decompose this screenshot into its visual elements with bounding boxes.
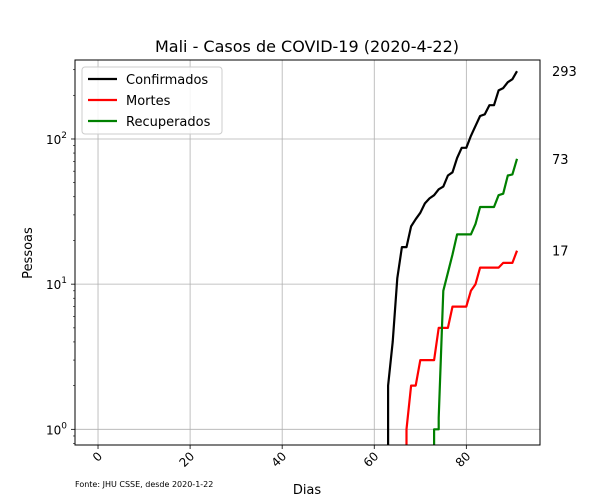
final-value-label: 293 <box>552 65 577 80</box>
y-tick-label: 102 <box>46 131 67 147</box>
y-axis-label: Pessoas <box>21 227 36 279</box>
legend-box <box>81 66 223 135</box>
legend: Confirmados Mortes Recuperados <box>81 66 223 135</box>
final-value-label: 17 <box>552 245 569 260</box>
final-value-label: 73 <box>552 153 569 168</box>
series-line-recuperados <box>433 158 519 445</box>
y-tick-label: 101 <box>46 276 67 292</box>
final-value-labels: 293 17 73 <box>552 65 577 259</box>
legend-label: Mortes <box>126 94 171 109</box>
series-line-confirmados <box>387 70 518 445</box>
x-axis-label: Dias <box>293 483 322 498</box>
chart-title: Mali - Casos de COVID-19 (2020-4-22) <box>155 37 459 56</box>
legend-label: Confirmados <box>126 73 208 88</box>
series-line-mortes <box>405 250 519 445</box>
y-tick-label: 100 <box>46 421 67 437</box>
legend-label: Recuperados <box>126 115 211 130</box>
series-lines <box>387 70 519 445</box>
plot-frame <box>74 59 541 446</box>
source-note: Fonte: JHU CSSE, desde 2020-1-22 <box>75 480 213 489</box>
